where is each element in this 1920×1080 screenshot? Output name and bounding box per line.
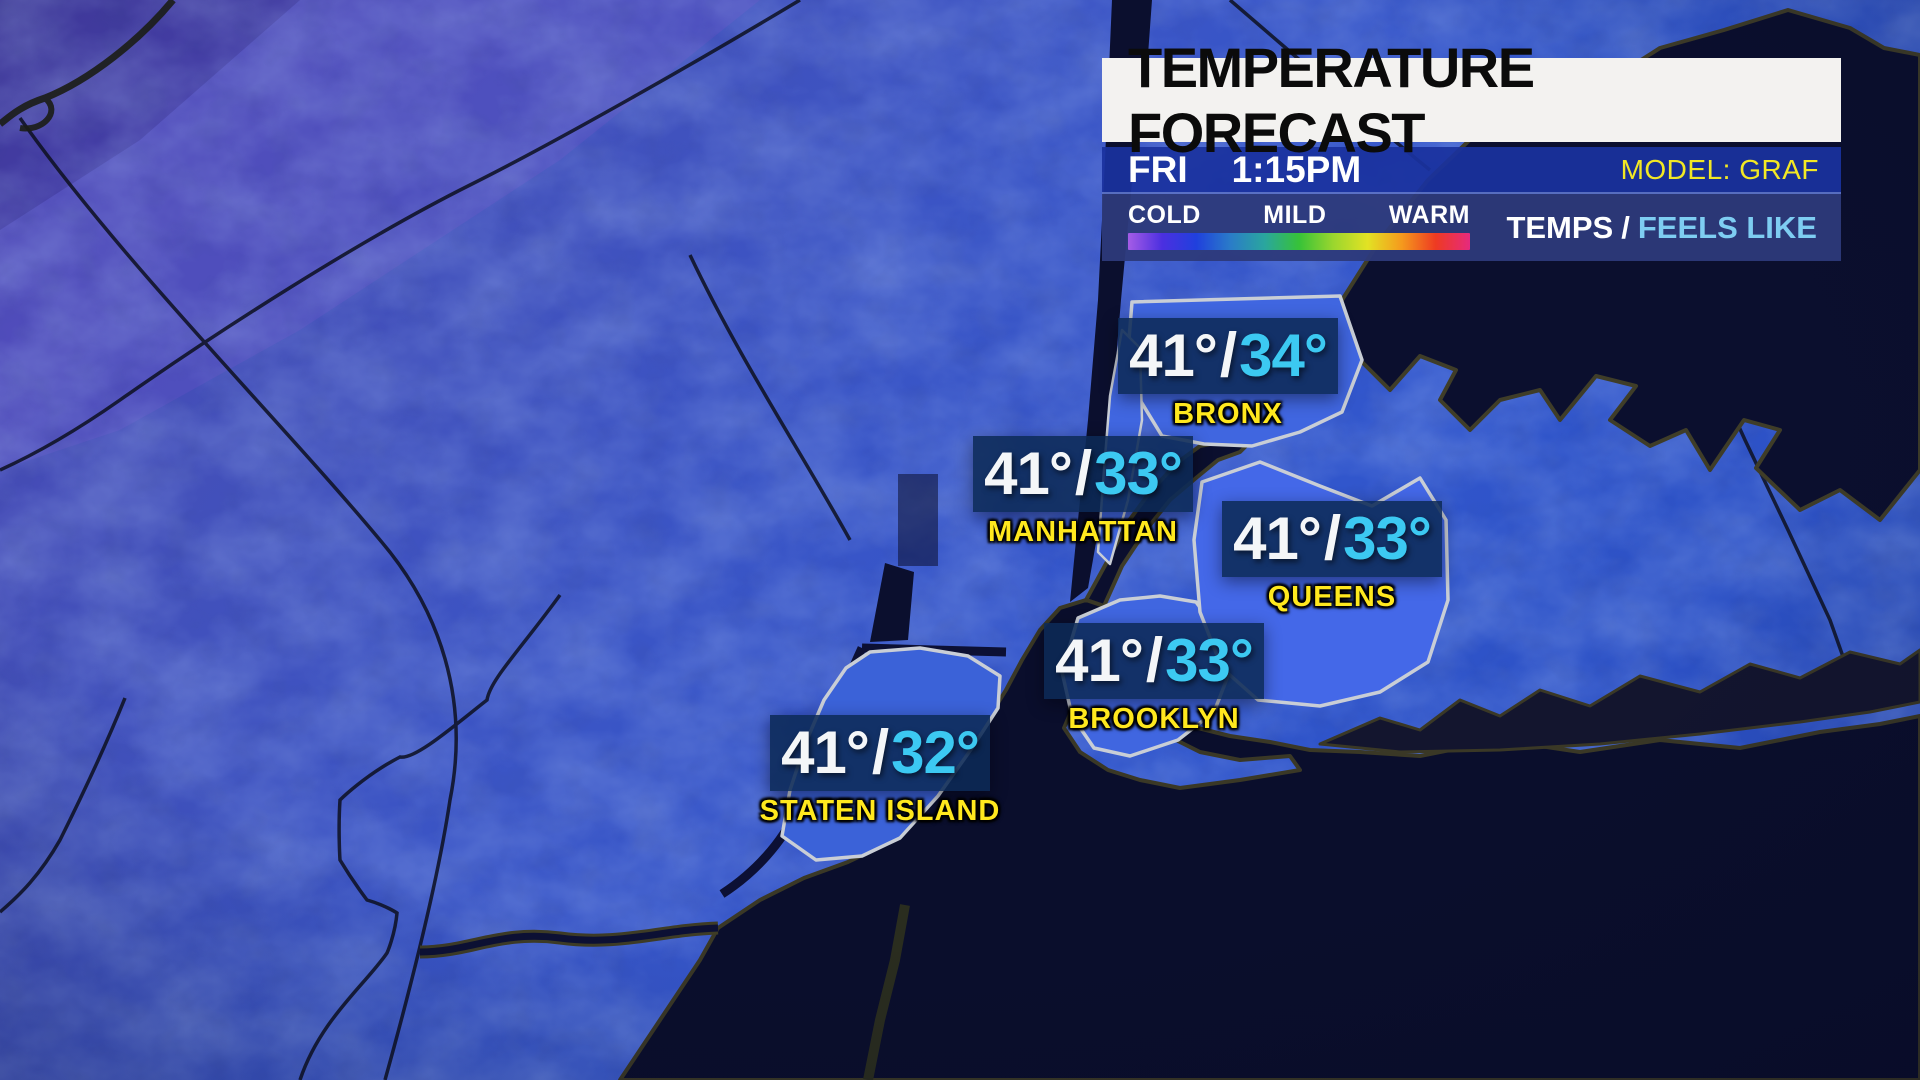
time-label: 1:15PM <box>1231 148 1362 190</box>
temp-label-staten-island: 41°/32° STATEN ISLAND <box>760 715 999 828</box>
legend-warm-label: WARM <box>1388 201 1470 229</box>
temp-box: 41°/33° <box>1044 623 1264 699</box>
feels-like-temp: 33° <box>1343 505 1432 572</box>
borough-name: QUEENS <box>1267 581 1397 613</box>
model-label: MODEL: GRAF <box>1620 153 1819 185</box>
temp-slash: / <box>1219 321 1237 390</box>
actual-temp: 41° <box>984 440 1073 507</box>
temp-box: 41°/34° <box>1118 318 1338 394</box>
legend-mild-label: MILD <box>1263 201 1327 229</box>
temp-box: 41°/33° <box>1222 501 1442 577</box>
temp-slash: / <box>1145 626 1163 695</box>
temp-slash: / <box>1323 504 1341 573</box>
temp-label-bronx: 41°/34° BRONX <box>1118 318 1338 431</box>
temp-label-queens: 41°/33° QUEENS <box>1222 501 1442 614</box>
temp-label-manhattan: 41°/33° MANHATTAN <box>973 436 1193 549</box>
mode-temps-label: TEMPS <box>1506 209 1614 245</box>
feels-like-temp: 33° <box>1165 627 1254 694</box>
borough-name: STATEN ISLAND <box>759 795 1001 827</box>
temperature-legend: COLD MILD WARM <box>1128 194 1470 261</box>
day-label: FRI <box>1128 148 1188 190</box>
temp-box: 41°/33° <box>973 436 1193 512</box>
forecast-panel: TEMPERATURE FORECAST FRI 1:15PM MODEL: G… <box>1102 36 1841 261</box>
borough-name: BRONX <box>1173 398 1283 430</box>
actual-temp: 41° <box>1055 627 1144 694</box>
legend-cold-label: COLD <box>1128 201 1201 229</box>
temp-label-brooklyn: 41°/33° BROOKLYN <box>1044 623 1264 736</box>
mode-separator: / <box>1621 209 1630 245</box>
feels-like-temp: 34° <box>1239 322 1328 389</box>
actual-temp: 41° <box>781 719 870 786</box>
temp-slash: / <box>871 718 889 787</box>
actual-temp: 41° <box>1233 505 1322 572</box>
mode-feels-like-label: FEELS LIKE <box>1637 209 1817 245</box>
borough-name: MANHATTAN <box>988 516 1178 548</box>
temp-slash: / <box>1074 439 1092 508</box>
time-bar: FRI 1:15PM MODEL: GRAF <box>1102 147 1841 194</box>
legend-bar-row: COLD MILD WARM TEMPS / FEELS LIKE <box>1102 194 1841 261</box>
feels-like-temp: 33° <box>1094 440 1183 507</box>
legend-words: COLD MILD WARM <box>1128 201 1470 230</box>
panel-title: TEMPERATURE FORECAST <box>1102 36 1841 164</box>
temp-box: 41°/32° <box>770 715 990 791</box>
display-mode-label: TEMPS / FEELS LIKE <box>1506 210 1817 246</box>
borough-name: BROOKLYN <box>1068 703 1240 735</box>
temperature-gradient-bar <box>1128 233 1470 250</box>
feels-like-temp: 32° <box>891 719 980 786</box>
actual-temp: 41° <box>1129 322 1218 389</box>
